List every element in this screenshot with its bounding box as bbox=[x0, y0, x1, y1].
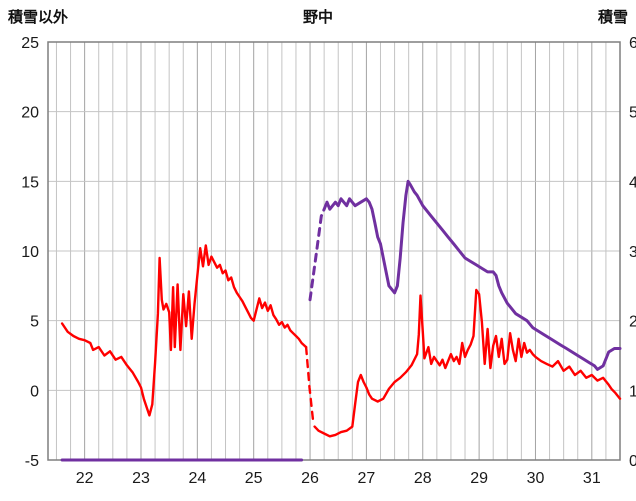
x-axis-tick-label: 23 bbox=[132, 470, 150, 487]
series-line-other bbox=[304, 345, 315, 425]
left-axis-tick-label: 0 bbox=[30, 383, 39, 400]
x-axis-tick-label: 27 bbox=[358, 470, 376, 487]
series-line-snow bbox=[308, 200, 329, 302]
x-axis-tick-label: 31 bbox=[583, 470, 601, 487]
left-axis-tick-label: 10 bbox=[21, 244, 39, 261]
right-axis-tick-label: 50 bbox=[629, 105, 636, 122]
left-axis-tick-label: 5 bbox=[30, 314, 39, 331]
left-axis-tick-label: 15 bbox=[21, 174, 39, 191]
right-axis-tick-label: 10 bbox=[629, 383, 636, 400]
left-axis-title: 積雪以外 bbox=[8, 9, 69, 26]
x-axis-tick-label: 30 bbox=[527, 470, 545, 487]
plot-frame bbox=[47, 41, 621, 461]
left-axis-tick-label: 25 bbox=[21, 35, 39, 52]
left-axis-tick-label: 20 bbox=[21, 105, 39, 122]
x-axis-tick-label: 22 bbox=[76, 470, 94, 487]
series-line-other bbox=[313, 288, 622, 438]
right-axis-title: 積雪 bbox=[597, 9, 628, 26]
right-axis-tick-label: 40 bbox=[629, 174, 636, 191]
right-axis-tick-label: 20 bbox=[629, 314, 636, 331]
right-axis-tick-label: 60 bbox=[629, 35, 636, 52]
x-axis-tick-label: 25 bbox=[245, 470, 263, 487]
x-axis-tick-label: 28 bbox=[414, 470, 432, 487]
chart-title: 野中 bbox=[302, 9, 333, 26]
right-axis-tick-label: 30 bbox=[629, 244, 636, 261]
left-axis-tick-label: -5 bbox=[25, 453, 39, 470]
x-axis-tick-label: 26 bbox=[301, 470, 319, 487]
series-line-other bbox=[60, 244, 308, 417]
right-axis-tick-label: 0 bbox=[629, 453, 636, 470]
series-line-snow bbox=[325, 179, 622, 371]
x-axis-tick-label: 29 bbox=[470, 470, 488, 487]
x-axis-tick-label: 24 bbox=[188, 470, 206, 487]
